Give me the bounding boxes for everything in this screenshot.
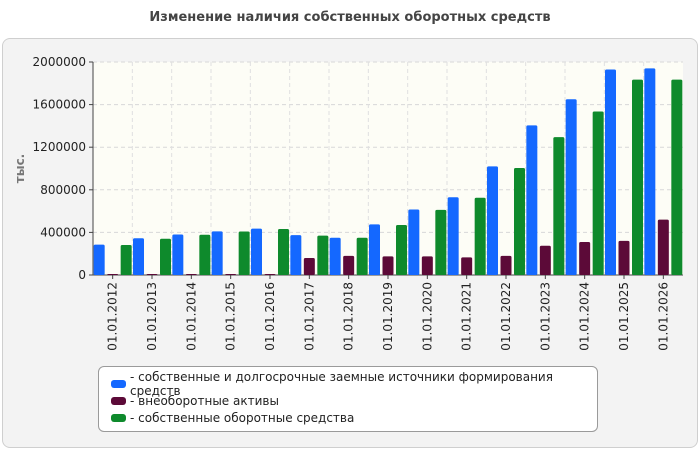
bar-2-01.01.2024 xyxy=(579,241,591,275)
y-tick-label: 400000 xyxy=(40,225,86,239)
bar-1-01.01.2014 xyxy=(172,234,184,275)
x-tick-label: 01.01.2012 xyxy=(106,282,120,351)
x-tick-label: 01.01.2020 xyxy=(420,282,434,351)
bar-3-01.01.2021 xyxy=(474,197,486,275)
bar-2-01.01.2019 xyxy=(382,256,394,275)
legend-item: - внеоборотные активы xyxy=(111,392,587,409)
legend-label: - внеоборотные активы xyxy=(130,393,279,408)
legend-swatch xyxy=(111,379,126,388)
bar-2-01.01.2022 xyxy=(500,255,512,275)
legend-swatch xyxy=(111,413,126,422)
x-tick-label: 01.01.2016 xyxy=(263,282,277,351)
bar-2-01.01.2026 xyxy=(657,219,669,275)
bar-2-01.01.2015 xyxy=(225,274,237,275)
bar-1-01.01.2022 xyxy=(487,166,498,275)
bar-2-01.01.2013 xyxy=(146,274,158,275)
bar-1-01.01.2012 xyxy=(93,244,105,275)
bar-2-01.01.2025 xyxy=(618,240,630,275)
bar-3-01.01.2018 xyxy=(356,237,368,275)
bar-1-01.01.2023 xyxy=(526,125,538,276)
bar-3-01.01.2024 xyxy=(592,111,604,276)
x-tick-label: 01.01.2019 xyxy=(381,282,395,351)
x-tick-label: 01.01.2017 xyxy=(302,282,316,351)
chart-title: Изменение наличия собственных оборотных … xyxy=(149,10,551,25)
legend-item: - собственные оборотные средства xyxy=(111,409,587,426)
legend-swatch xyxy=(111,396,126,405)
bar-2-01.01.2021 xyxy=(461,257,473,275)
x-tick-label: 01.01.2022 xyxy=(499,282,513,351)
bar-1-01.01.2021 xyxy=(447,197,459,275)
bar-3-01.01.2020 xyxy=(435,209,447,275)
bar-3-01.01.2012 xyxy=(120,244,132,275)
x-tick-label: 01.01.2026 xyxy=(656,282,670,351)
x-tick-label: 01.01.2025 xyxy=(617,282,631,351)
x-tick-label: 01.01.2024 xyxy=(578,282,592,351)
bar-3-01.01.2016 xyxy=(278,228,289,275)
bar-2-01.01.2012 xyxy=(107,274,119,275)
bar-1-01.01.2019 xyxy=(369,224,380,275)
y-tick-label: 1200000 xyxy=(33,140,86,154)
bar-1-01.01.2018 xyxy=(329,237,341,275)
bar-3-01.01.2013 xyxy=(160,238,171,275)
bar-1-01.01.2015 xyxy=(211,231,223,275)
bar-2-01.01.2014 xyxy=(185,274,197,275)
x-tick-label: 01.01.2018 xyxy=(342,282,356,351)
y-axis-label: тыс. xyxy=(13,154,27,183)
bar-3-01.01.2014 xyxy=(199,234,211,275)
bar-1-01.01.2016 xyxy=(251,228,262,275)
bar-2-01.01.2016 xyxy=(264,274,276,275)
plot-area xyxy=(93,62,683,275)
y-tick-label: 0 xyxy=(78,268,86,282)
y-tick-label: 800000 xyxy=(40,183,86,197)
bar-1-01.01.2017 xyxy=(290,235,302,275)
bar-1-01.01.2026 xyxy=(644,68,656,275)
legend-label: - собственные и долгосрочные заемные ист… xyxy=(130,369,553,398)
x-tick-label: 01.01.2023 xyxy=(538,282,552,351)
y-tick-label: 2000000 xyxy=(33,55,86,69)
legend-item: - собственные и долгосрочные заемные ист… xyxy=(111,370,587,398)
x-tick-label: 01.01.2013 xyxy=(145,282,159,351)
bar-3-01.01.2022 xyxy=(514,167,525,275)
bar-2-01.01.2017 xyxy=(303,257,315,275)
bar-2-01.01.2020 xyxy=(421,256,433,275)
bar-1-01.01.2024 xyxy=(565,99,577,276)
bar-1-01.01.2025 xyxy=(605,69,616,275)
x-tick-label: 01.01.2015 xyxy=(224,282,238,351)
bar-3-01.01.2019 xyxy=(396,224,407,275)
y-tick-label: 1600000 xyxy=(33,98,86,112)
chart-legend: - собственные и долгосрочные заемные ист… xyxy=(98,366,598,432)
bar-3-01.01.2026 xyxy=(671,79,683,275)
bar-1-01.01.2020 xyxy=(408,209,420,275)
bar-3-01.01.2023 xyxy=(553,137,565,275)
x-tick-label: 01.01.2014 xyxy=(184,282,198,351)
bar-3-01.01.2025 xyxy=(632,79,643,275)
legend-label: - собственные оборотные средства xyxy=(130,410,355,425)
bar-3-01.01.2015 xyxy=(238,231,250,275)
bar-2-01.01.2018 xyxy=(343,255,355,275)
bar-2-01.01.2023 xyxy=(539,245,551,275)
bar-1-01.01.2013 xyxy=(133,238,144,275)
bar-3-01.01.2017 xyxy=(317,235,329,275)
x-tick-label: 01.01.2021 xyxy=(460,282,474,351)
